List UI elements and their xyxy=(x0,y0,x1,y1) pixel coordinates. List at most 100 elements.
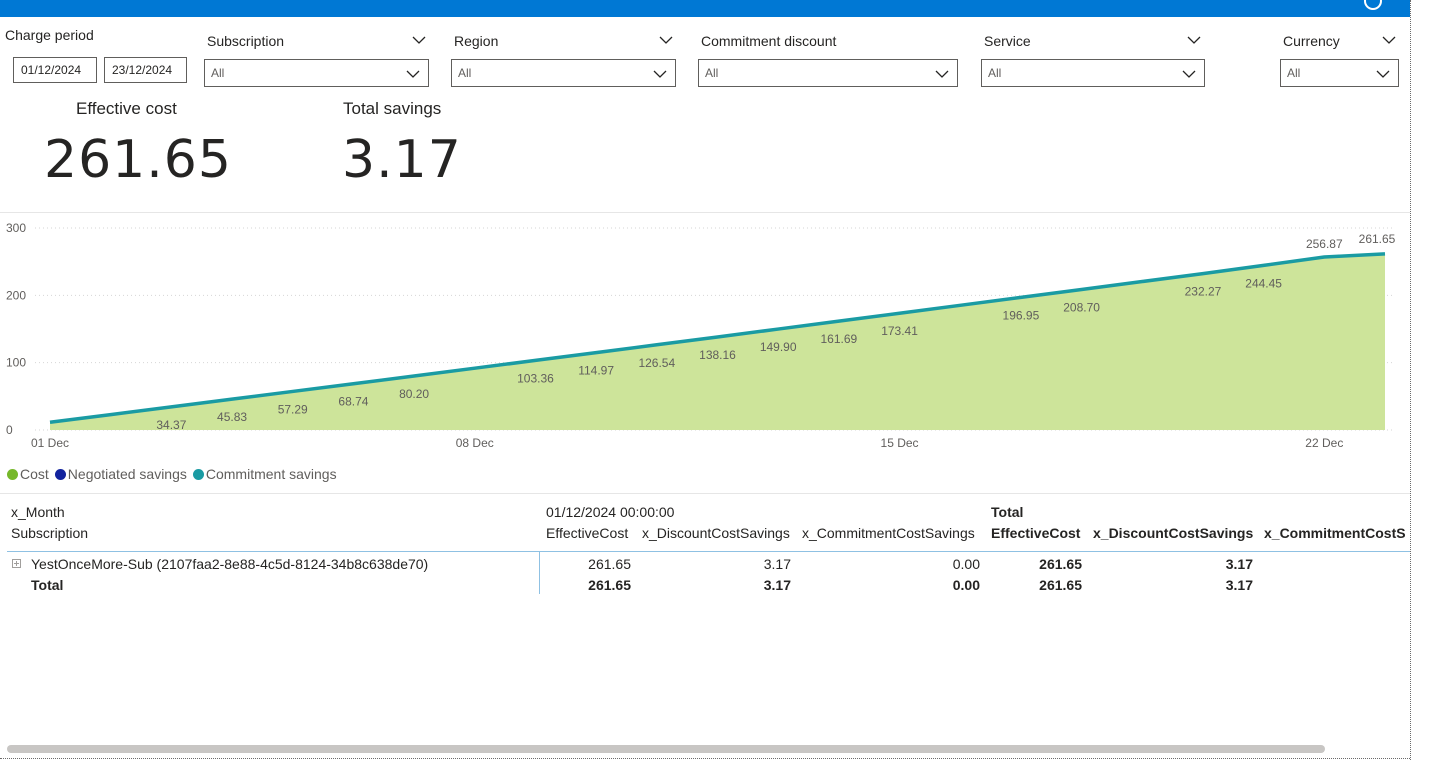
chevron-down-icon xyxy=(406,70,420,78)
y-tick-label: 0 xyxy=(6,423,13,437)
data-label: 68.74 xyxy=(338,395,368,409)
data-label: 173.41 xyxy=(881,324,918,338)
commitment-discount-dropdown[interactable]: All xyxy=(698,59,958,87)
commitment-discount-value: All xyxy=(705,66,719,80)
total-commitment-savings: 0.00 xyxy=(952,577,980,593)
row-effective-cost: 261.65 xyxy=(588,556,631,572)
grand-total-discount-savings: 3.17 xyxy=(1225,577,1253,593)
data-label: 196.95 xyxy=(1003,308,1040,322)
data-label: 138.16 xyxy=(699,348,736,362)
subscription-value: All xyxy=(211,66,225,80)
total-savings-title: Total savings xyxy=(343,99,442,118)
total-discount-savings: 3.17 xyxy=(763,577,791,593)
column-group-date[interactable]: 01/12/2024 00:00:00 xyxy=(546,504,675,520)
row-header-subscription: Subscription xyxy=(11,525,89,541)
total-header-commitment-savings[interactable]: x_CommitmentCostS xyxy=(1264,525,1406,541)
commitment-discount-label: Commitment discount xyxy=(701,33,837,49)
row-total-discount-savings: 3.17 xyxy=(1225,556,1253,572)
data-label: 80.20 xyxy=(399,387,429,401)
data-label: 103.36 xyxy=(517,371,554,385)
x-tick-label: 01 Dec xyxy=(31,436,69,450)
canvas-border xyxy=(1410,0,1411,760)
row-header-divider xyxy=(539,551,540,594)
end-date-input[interactable]: 23/12/2024 xyxy=(104,57,187,83)
currency-value: All xyxy=(1287,66,1301,80)
horizontal-scrollbar[interactable] xyxy=(7,745,1325,753)
chevron-down-icon xyxy=(1376,70,1390,78)
column-header-commitment-savings[interactable]: x_CommitmentCostSavings xyxy=(802,525,975,541)
legend-dot-icon xyxy=(7,468,18,480)
chevron-down-icon xyxy=(1182,70,1196,78)
subscription-collapse-chevron-icon[interactable] xyxy=(412,35,426,45)
help-icon[interactable] xyxy=(1364,0,1382,10)
legend-label: Commitment savings xyxy=(205,466,337,482)
data-label: 232.27 xyxy=(1185,285,1222,299)
effective-cost-value: 261.65 xyxy=(44,130,232,190)
x-tick-label: 22 Dec xyxy=(1305,436,1343,450)
data-label: 256.87 xyxy=(1306,237,1343,251)
total-header-effective-cost[interactable]: EffectiveCost xyxy=(991,525,1081,541)
table-separator xyxy=(0,493,1410,494)
legend-label: Cost xyxy=(20,466,49,482)
total-effective-cost: 261.65 xyxy=(588,577,631,593)
data-label: 149.90 xyxy=(760,340,797,354)
legend-dot-icon xyxy=(192,468,204,480)
commitment-savings-line xyxy=(49,252,1386,424)
total-row-label: Total xyxy=(31,577,64,593)
legend-item-negotiated-savings[interactable]: Negotiated savings xyxy=(54,466,187,482)
legend-label: Negotiated savings xyxy=(67,466,187,482)
subscription-dropdown[interactable]: All xyxy=(204,59,429,87)
row-total-effective-cost: 261.65 xyxy=(1039,556,1082,572)
total-header-discount-savings[interactable]: x_DiscountCostSavings xyxy=(1093,525,1254,541)
service-collapse-chevron-icon[interactable] xyxy=(1187,35,1201,45)
data-label: 57.29 xyxy=(278,402,308,416)
cost-area-chart: 0 100 200 300 34.37 45.83 57.29 68.74 80.20 103.3… xyxy=(6,221,1396,450)
currency-dropdown[interactable]: All xyxy=(1280,59,1399,87)
column-group-total[interactable]: Total xyxy=(991,504,1024,520)
canvas-border-bottom xyxy=(0,758,1410,759)
chevron-down-icon xyxy=(653,70,667,78)
row-header-month: x_Month xyxy=(11,504,65,520)
data-label: 244.45 xyxy=(1245,276,1282,290)
region-value: All xyxy=(458,66,472,80)
subscription-row-label[interactable]: YestOnceMore-Sub (2107faa2-8e88-4c5d-812… xyxy=(31,556,429,572)
grand-total-effective-cost: 261.65 xyxy=(1039,577,1082,593)
data-label: 126.54 xyxy=(638,356,675,370)
chart-legend: Cost Negotiated savings Commitment savin… xyxy=(7,466,343,482)
service-value: All xyxy=(988,66,1002,80)
x-tick-label: 08 Dec xyxy=(456,436,494,450)
currency-label: Currency xyxy=(1283,33,1340,49)
row-discount-savings: 3.17 xyxy=(763,556,791,572)
legend-item-cost[interactable]: Cost xyxy=(7,466,49,482)
data-label: 161.69 xyxy=(821,332,858,346)
column-header-discount-savings[interactable]: x_DiscountCostSavings xyxy=(642,525,790,541)
subscription-label: Subscription xyxy=(207,33,285,49)
legend-dot-icon xyxy=(54,468,66,480)
effective-cost-title: Effective cost xyxy=(76,99,177,118)
cost-area xyxy=(50,253,1385,430)
service-dropdown[interactable]: All xyxy=(981,59,1205,87)
chart-separator xyxy=(0,212,1410,213)
currency-collapse-chevron-icon[interactable] xyxy=(1382,35,1396,45)
region-collapse-chevron-icon[interactable] xyxy=(659,35,673,45)
start-date-input[interactable]: 01/12/2024 xyxy=(13,57,97,83)
total-savings-value: 3.17 xyxy=(342,130,462,190)
y-tick-label: 200 xyxy=(6,288,26,302)
charge-period-label: Charge period xyxy=(5,27,94,43)
data-label: 261.65 xyxy=(1359,232,1396,246)
x-tick-label: 15 Dec xyxy=(881,436,919,450)
y-tick-label: 300 xyxy=(6,221,26,235)
header-divider xyxy=(7,551,1410,552)
region-dropdown[interactable]: All xyxy=(451,59,676,87)
service-label: Service xyxy=(984,33,1031,49)
data-label: 208.70 xyxy=(1063,300,1100,314)
chevron-down-icon xyxy=(935,70,949,78)
column-header-effective-cost[interactable]: EffectiveCost xyxy=(546,525,629,541)
legend-item-commitment-savings[interactable]: Commitment savings xyxy=(192,466,337,482)
report-header-bar xyxy=(0,0,1410,17)
data-label: 114.97 xyxy=(578,364,614,378)
region-label: Region xyxy=(454,33,499,49)
expand-plus-icon[interactable] xyxy=(12,559,21,568)
data-label: 45.83 xyxy=(217,410,247,424)
y-tick-label: 100 xyxy=(6,356,26,370)
